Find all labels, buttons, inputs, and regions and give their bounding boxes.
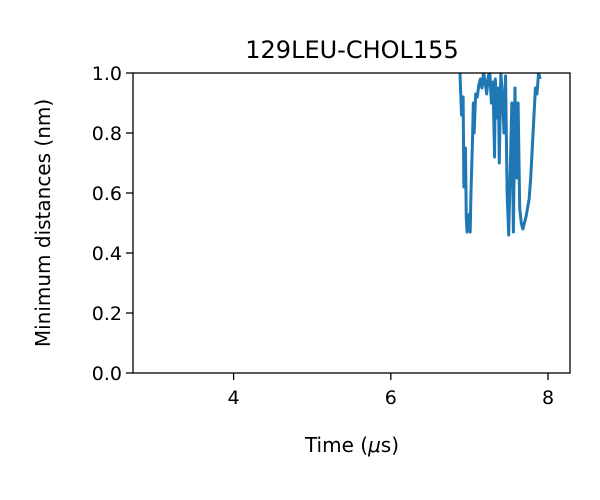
x-axis-label: Time (μs)	[304, 433, 399, 457]
x-tick-label: 4	[228, 387, 240, 409]
chart-title: 129LEU-CHOL155	[245, 36, 458, 64]
y-tick-label: 0.2	[92, 303, 122, 325]
y-tick-label: 0.0	[92, 363, 122, 385]
x-axis-ticks: 4 6 8	[228, 373, 554, 409]
x-tick-label: 6	[385, 387, 397, 409]
series-line	[458, 73, 542, 237]
x-tick-label: 8	[542, 387, 554, 409]
y-tick-label: 0.8	[92, 123, 122, 145]
y-axis-label: Minimum distances (nm)	[31, 99, 55, 347]
y-tick-label: 0.4	[92, 243, 122, 265]
plot-frame	[132, 72, 571, 374]
y-tick-label: 1.0	[92, 63, 122, 85]
plot-area	[132, 72, 571, 374]
y-axis-ticks: 0.0 0.2 0.4 0.6 0.8 1.0	[92, 63, 133, 385]
y-tick-label: 0.6	[92, 183, 122, 205]
